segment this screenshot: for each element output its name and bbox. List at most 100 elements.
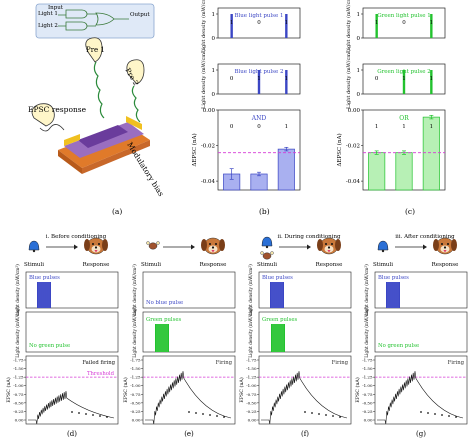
y-tick-label: -1.00 bbox=[246, 383, 257, 388]
blue-pulse-label: No blue pulse bbox=[146, 300, 183, 306]
pulse-bar bbox=[285, 70, 288, 94]
epsc-response-label: EPSC response bbox=[28, 105, 87, 114]
panel-label-g: (g) bbox=[416, 430, 426, 438]
plot-frame bbox=[362, 7, 446, 39]
chart-layer: 0 1 Light density (mW/cm²) Blue light pulse… bbox=[5, 0, 468, 438]
epsc-marker bbox=[332, 415, 334, 417]
y-tick-label: -0.50 bbox=[13, 400, 24, 405]
threshold-label: Threshold bbox=[87, 371, 115, 377]
epsc-frame bbox=[374, 355, 468, 425]
y-tick-label: -1.50 bbox=[130, 366, 141, 371]
panel-f: ii. During conditioning Stimuli Response Li… bbox=[238, 234, 352, 438]
y-tick-label: -0.04 bbox=[201, 179, 216, 185]
circuit-label-light1: Light 1 bbox=[38, 11, 58, 17]
epsc-marker bbox=[195, 412, 197, 414]
y-axis-label: Light density (mW/cm²) bbox=[345, 0, 352, 53]
response-label: Response bbox=[200, 262, 227, 268]
green-light-frame bbox=[258, 311, 352, 353]
panel-label-f: (f) bbox=[301, 430, 309, 438]
bell-icon bbox=[377, 240, 389, 251]
circuit-label-output: Output bbox=[130, 12, 150, 18]
arrow-head-icon bbox=[307, 244, 311, 250]
circuit-label-light2: Light 2 bbox=[38, 23, 58, 29]
channel-layer bbox=[78, 125, 128, 148]
modulatory-bias-label: Modulatory bias bbox=[125, 141, 166, 198]
pulse-bar bbox=[430, 14, 433, 38]
drain-electrode bbox=[126, 116, 142, 130]
panel-label-d: (d) bbox=[67, 430, 77, 438]
epsc-marker bbox=[92, 414, 94, 416]
epsc-marker bbox=[106, 416, 108, 418]
pre1-neuron-icon bbox=[85, 37, 103, 63]
y-tick-label: -1.25 bbox=[13, 375, 24, 380]
logic-gate-icons bbox=[58, 9, 129, 31]
firing-label: Failed firing bbox=[82, 360, 115, 366]
y-axis-label: Light density (mW/cm²) bbox=[15, 264, 21, 316]
y-tick-label: 0 bbox=[357, 92, 361, 98]
blue-pulse-train bbox=[270, 282, 284, 308]
source-electrode bbox=[64, 134, 80, 146]
bell-clapper bbox=[265, 245, 269, 249]
y-tick-label: 0.00 bbox=[248, 418, 257, 423]
blue-pulse-train bbox=[386, 282, 400, 308]
pre1-beam-icon bbox=[93, 61, 105, 119]
y-tick-label: 0 bbox=[357, 36, 361, 42]
pulse-annotation: 1 bbox=[430, 76, 434, 82]
y-tick-label: -1.00 bbox=[130, 383, 141, 388]
pulse-annotation: 1 bbox=[402, 76, 406, 82]
y-tick-label: 0.00 bbox=[203, 108, 216, 114]
epsc-marker bbox=[209, 414, 211, 416]
y-tick-label: -1.50 bbox=[246, 366, 257, 371]
y-tick-label: -1.25 bbox=[362, 375, 373, 380]
bell-icon bbox=[28, 240, 40, 251]
epsc-marker bbox=[71, 411, 73, 413]
bell-clapper bbox=[32, 249, 36, 253]
y-tick-label: 0.00 bbox=[15, 418, 24, 423]
epsc-marker bbox=[455, 416, 457, 418]
y-tick-label: -0.25 bbox=[13, 409, 24, 414]
y-tick-label: 1 bbox=[357, 12, 361, 18]
dog-icon bbox=[201, 237, 225, 255]
epsc-marker bbox=[304, 411, 306, 413]
pulse-annotation: 0 bbox=[375, 76, 379, 82]
y-tick-label: -0.25 bbox=[246, 409, 257, 414]
y-tick-label: -0.04 bbox=[346, 179, 361, 185]
response-label: Response bbox=[316, 262, 343, 268]
logic-annotation: 1 bbox=[402, 124, 406, 130]
epsc-trace bbox=[377, 371, 464, 425]
y-axis-label: Light density (mW/cm²) bbox=[132, 264, 138, 316]
green-light-frame bbox=[374, 311, 468, 353]
blue-pulse-label: Blue pulses bbox=[29, 275, 60, 281]
stimuli-label: Stimuli bbox=[141, 262, 161, 268]
y-tick-label: -1.50 bbox=[362, 366, 373, 371]
y-axis-label: EPSC (nA) bbox=[354, 377, 361, 403]
chart-title: Blue light pulse 1 bbox=[234, 13, 283, 19]
y-tick-label: -0.50 bbox=[246, 400, 257, 405]
conditioning-heading: ii. During conditioning bbox=[277, 234, 341, 240]
panel-label-e: (e) bbox=[184, 430, 194, 438]
green-pulse-label: Green pulses bbox=[262, 317, 297, 323]
chart-c1: 0 1 Light density (mW/cm²) Green light puls… bbox=[345, 0, 446, 53]
pulse-annotation: 1 bbox=[257, 76, 261, 82]
y-axis-label: EPSC (nA) bbox=[5, 377, 12, 403]
pulse-annotation: 1 bbox=[285, 76, 289, 82]
dog-icon bbox=[84, 237, 108, 255]
epsc-frame bbox=[25, 355, 119, 425]
response-label: Response bbox=[83, 262, 110, 268]
epsc-trace-icon bbox=[39, 124, 65, 132]
y-axis-label: Light density (mW/cm²) bbox=[345, 49, 352, 109]
food-icon bbox=[146, 241, 160, 250]
firing-label: Firing bbox=[448, 360, 465, 366]
y-axis-label: Light density (mW/cm²) bbox=[200, 0, 207, 53]
y-tick-label: -1.00 bbox=[13, 383, 24, 388]
conditioning-heading: iii. After conditioning bbox=[395, 234, 455, 240]
y-tick-label: -0.50 bbox=[362, 400, 373, 405]
pulse-bar bbox=[375, 14, 378, 38]
y-tick-label: 1 bbox=[357, 68, 361, 74]
device-schematic: Input Light 1 Light 2 Output Pre 1 Pre 2… bbox=[28, 3, 166, 216]
y-tick-label: 1 bbox=[212, 68, 216, 74]
epsc-marker bbox=[99, 415, 101, 417]
logic-annotation: 1 bbox=[375, 124, 379, 130]
